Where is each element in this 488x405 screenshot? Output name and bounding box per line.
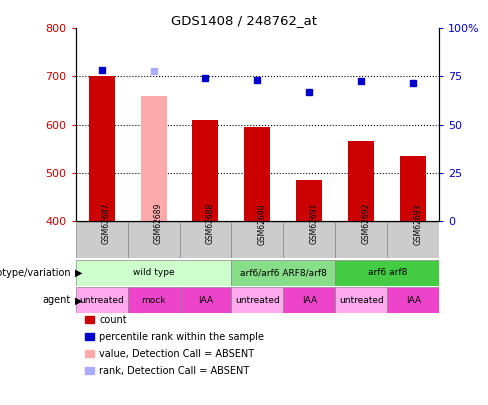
Text: IAA: IAA (406, 296, 421, 305)
Text: GSM62687: GSM62687 (102, 203, 111, 245)
Text: GSM62688: GSM62688 (205, 203, 215, 244)
Bar (335, 260, 439, 286)
Text: ▶: ▶ (75, 295, 82, 305)
Bar (387, 222, 439, 258)
Bar (335, 287, 387, 313)
Bar (284, 222, 335, 258)
Text: untreated: untreated (235, 296, 280, 305)
Bar (335, 222, 387, 258)
Bar (296, 180, 323, 221)
Text: GSM62690: GSM62690 (258, 203, 266, 245)
Text: value, Detection Call = ABSENT: value, Detection Call = ABSENT (99, 349, 254, 358)
Text: arf6 arf8: arf6 arf8 (367, 268, 407, 277)
Bar (244, 127, 270, 221)
Bar (127, 287, 180, 313)
Bar (76, 287, 127, 313)
Text: GSM62691: GSM62691 (309, 203, 318, 245)
Bar (400, 156, 426, 221)
Text: wild type: wild type (133, 268, 174, 277)
Text: percentile rank within the sample: percentile rank within the sample (99, 332, 264, 341)
Bar (180, 287, 231, 313)
Bar (231, 260, 335, 286)
Text: ▶: ▶ (75, 268, 82, 278)
Text: count: count (99, 315, 127, 324)
Bar (231, 287, 284, 313)
Bar (89, 77, 115, 221)
Text: GSM62693: GSM62693 (413, 203, 422, 245)
Text: arf6/arf6 ARF8/arf8: arf6/arf6 ARF8/arf8 (240, 268, 327, 277)
Bar (348, 141, 374, 221)
Text: genotype/variation: genotype/variation (0, 268, 71, 278)
Bar (180, 222, 231, 258)
Bar (141, 96, 166, 221)
Bar (387, 287, 439, 313)
Bar (284, 287, 335, 313)
Bar (231, 222, 284, 258)
Text: agent: agent (42, 295, 71, 305)
Text: untreated: untreated (79, 296, 124, 305)
Text: GDS1408 / 248762_at: GDS1408 / 248762_at (171, 14, 317, 27)
Text: GSM62689: GSM62689 (154, 203, 163, 245)
Bar (127, 222, 180, 258)
Text: IAA: IAA (302, 296, 317, 305)
Text: mock: mock (142, 296, 166, 305)
Bar (192, 120, 219, 221)
Text: IAA: IAA (198, 296, 213, 305)
Text: rank, Detection Call = ABSENT: rank, Detection Call = ABSENT (99, 366, 249, 375)
Text: GSM62692: GSM62692 (361, 203, 370, 245)
Bar (76, 260, 231, 286)
Text: untreated: untreated (339, 296, 384, 305)
Bar (76, 222, 127, 258)
